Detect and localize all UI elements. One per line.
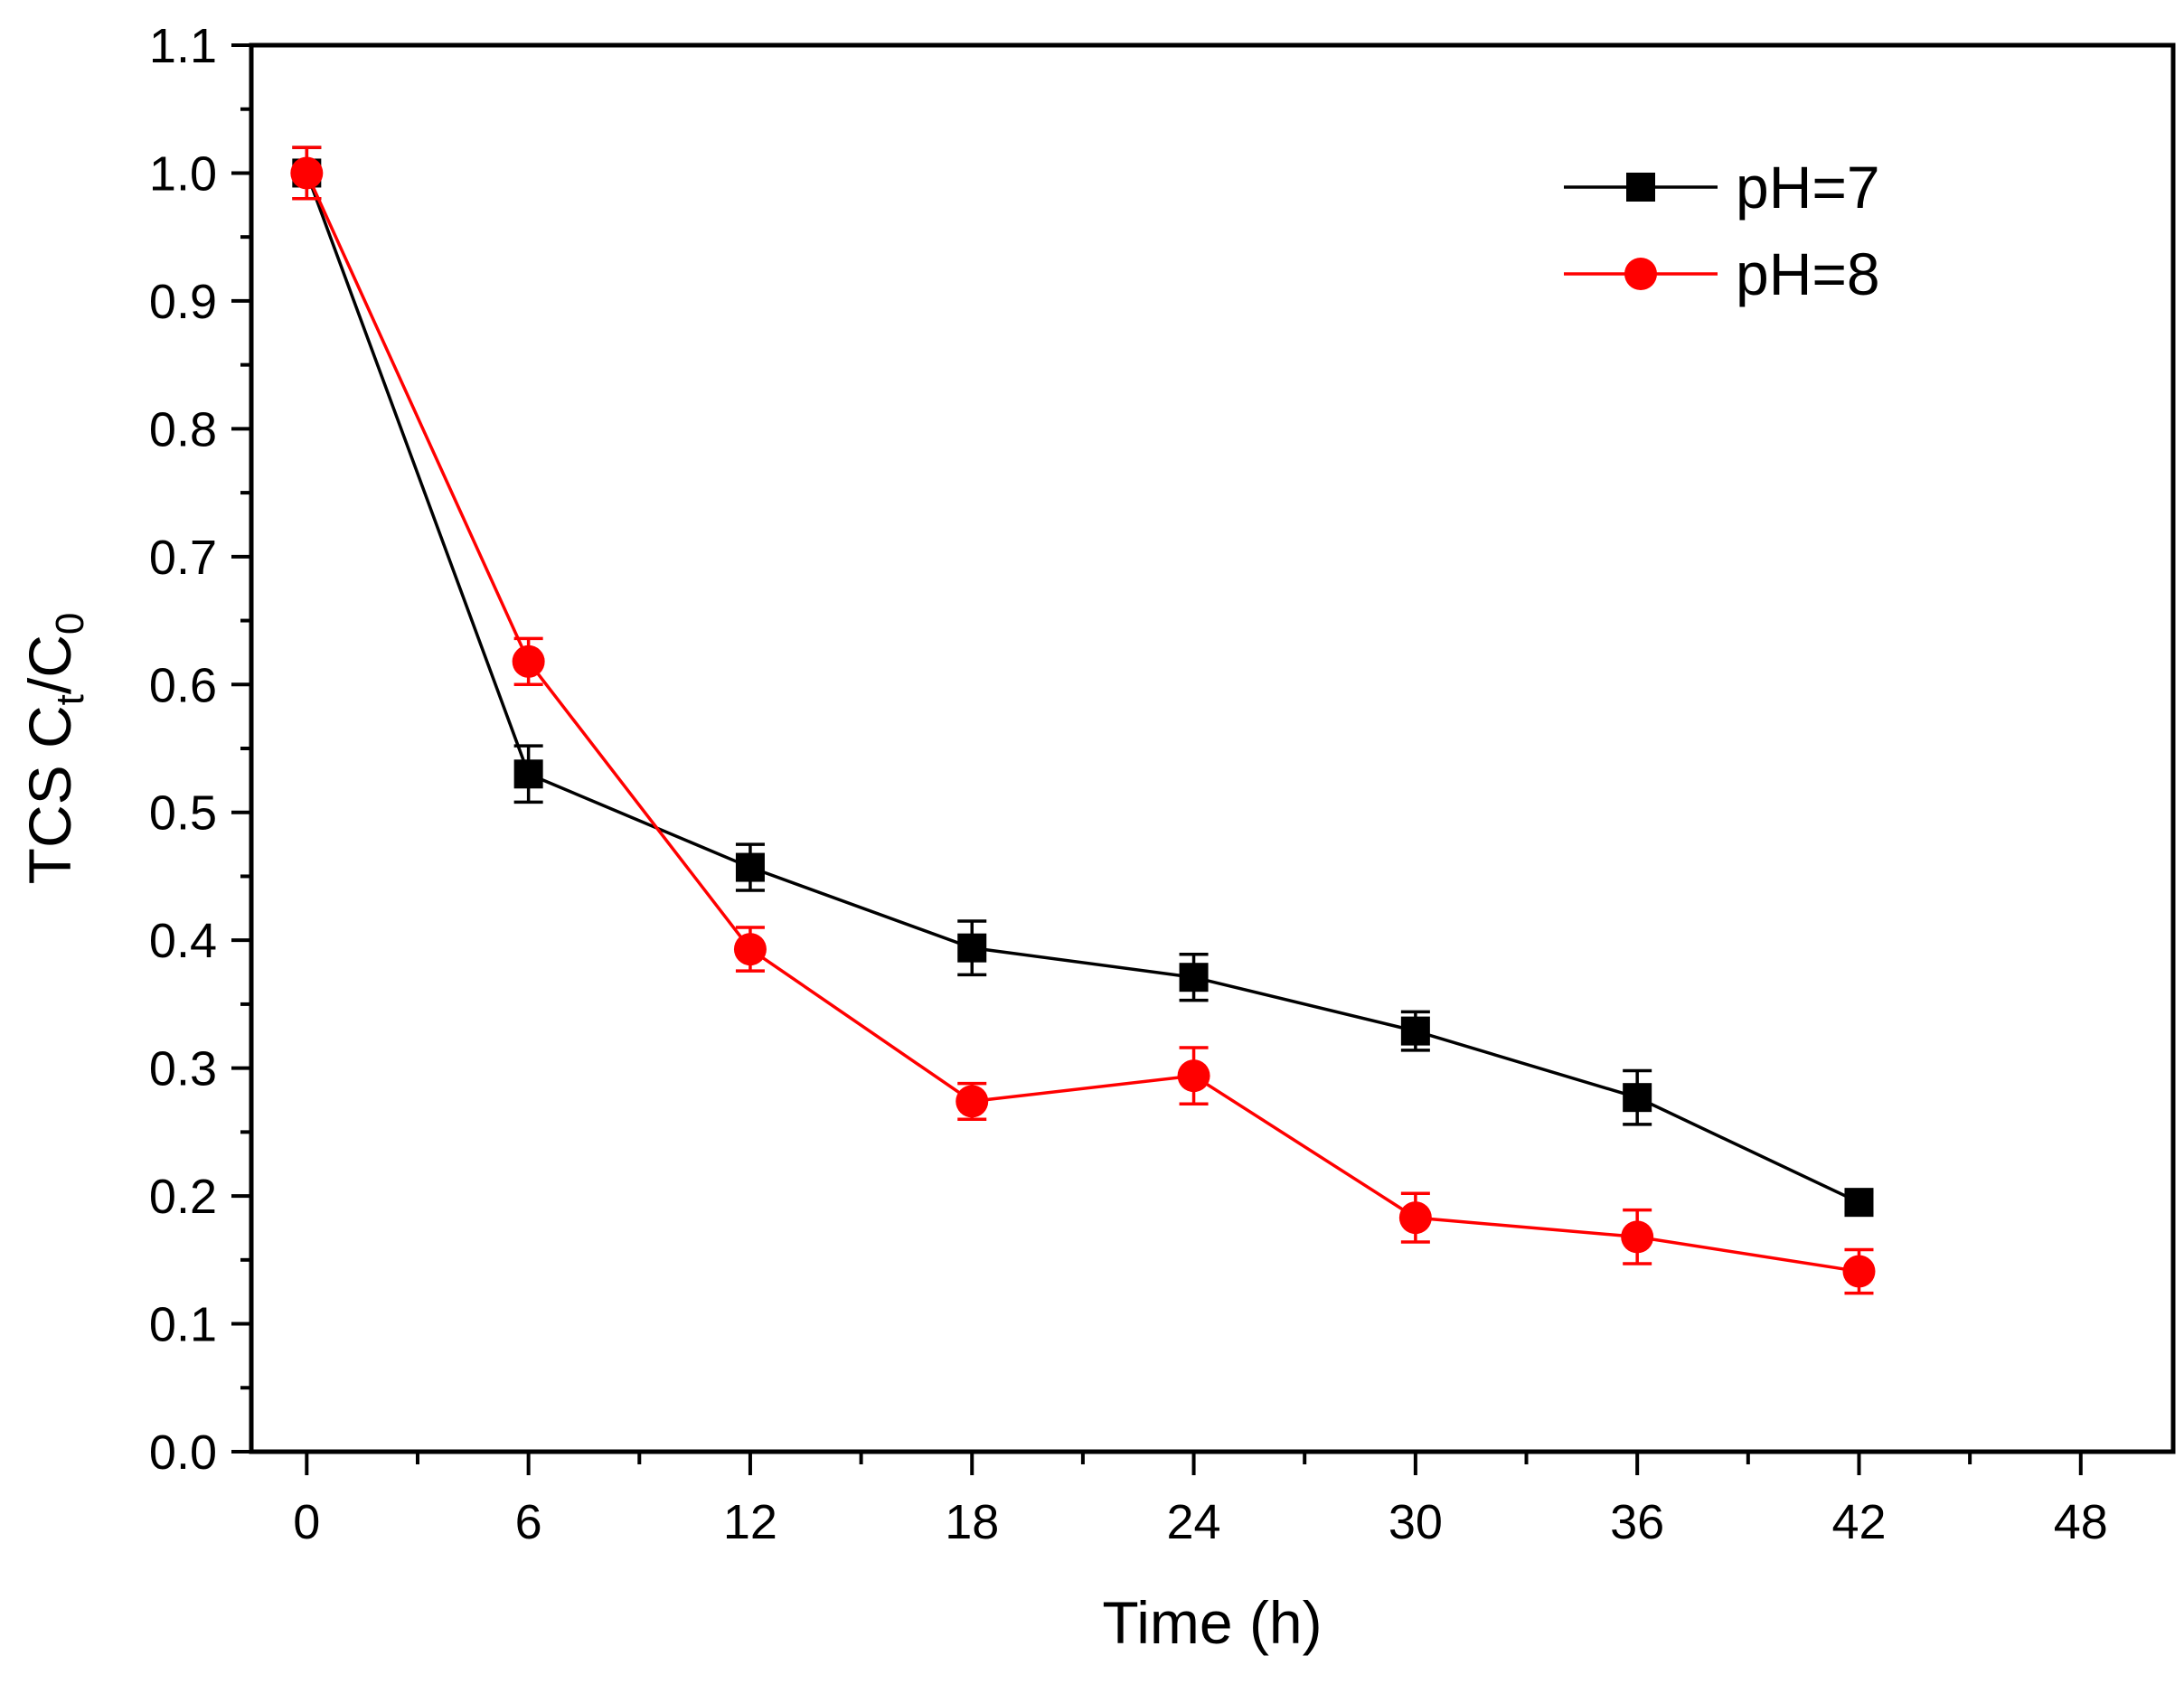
series-line [305,172,1859,1274]
data-point-square [1623,1083,1652,1113]
data-point-circle [1398,1201,1432,1235]
y-tick-label: 1.1 [149,19,217,73]
data-point-circle [290,156,324,190]
data-point-square [1179,963,1209,993]
x-tick-label: 30 [1389,1495,1443,1549]
y-tick-label: 0.0 [149,1425,217,1480]
data-point-circle [1624,258,1657,290]
data-point-square [513,759,543,789]
y-tick-label: 0.3 [149,1042,217,1096]
y-tick-label: 1.0 [149,146,217,201]
x-tick-label: 36 [1610,1495,1664,1549]
x-tick-label: 12 [723,1495,777,1549]
series-1 [290,146,1876,1295]
x-tick-label: 24 [1167,1495,1221,1549]
legend-label: pH=8 [1736,240,1880,307]
y-tick-label: 0.8 [149,402,217,456]
y-axis-title: TCS Ct/C0 [16,613,92,885]
x-axis-title: Time (h) [1102,1589,1322,1656]
series-line [305,172,1860,1204]
data-point-square [1844,1188,1874,1218]
y-tick-label: 0.7 [149,531,217,585]
y-tick-label: 0.1 [149,1298,217,1352]
legend-label: pH=7 [1736,154,1880,221]
x-tick-label: 42 [1831,1495,1886,1549]
y-tick-label: 0.9 [149,275,217,329]
y-axis-title-sub-t: t [48,694,92,705]
y-axis-title-main: TCS C [16,705,83,884]
data-point-circle [512,644,545,678]
y-axis-title-mid: /C [16,635,83,694]
data-point-circle [1842,1255,1876,1288]
data-point-circle [1621,1220,1654,1254]
data-point-circle [733,933,767,966]
series-layer [290,146,1876,1295]
y-tick-label: 0.4 [149,914,217,968]
data-point-square [735,852,765,882]
y-tick-label: 0.2 [149,1170,217,1224]
plot-frame [249,42,2176,1454]
data-point-square [1626,173,1655,202]
x-tick-label: 48 [2054,1495,2108,1549]
legend: pH=7 pH=8 [1564,154,1880,307]
data-point-square [957,933,987,963]
data-point-circle [1177,1059,1210,1093]
x-tick-label: 0 [293,1495,320,1549]
x-tick-label: 6 [515,1495,542,1549]
y-axis-ticks: 0.0 0.1 0.2 0.3 0.4 0.5 0.6 0.7 0.8 0.9 1.0 1.1 [149,19,251,1480]
data-point-square [1400,1016,1430,1046]
x-tick-label: 18 [945,1495,999,1549]
data-point-circle [956,1085,989,1118]
y-tick-label: 0.6 [149,658,217,712]
x-axis-ticks: 0 6 12 18 24 30 36 42 48 [293,1452,2108,1549]
y-tick-label: 0.5 [149,786,217,841]
y-axis-title-sub-0: 0 [48,613,92,635]
series-0 [292,146,1874,1218]
